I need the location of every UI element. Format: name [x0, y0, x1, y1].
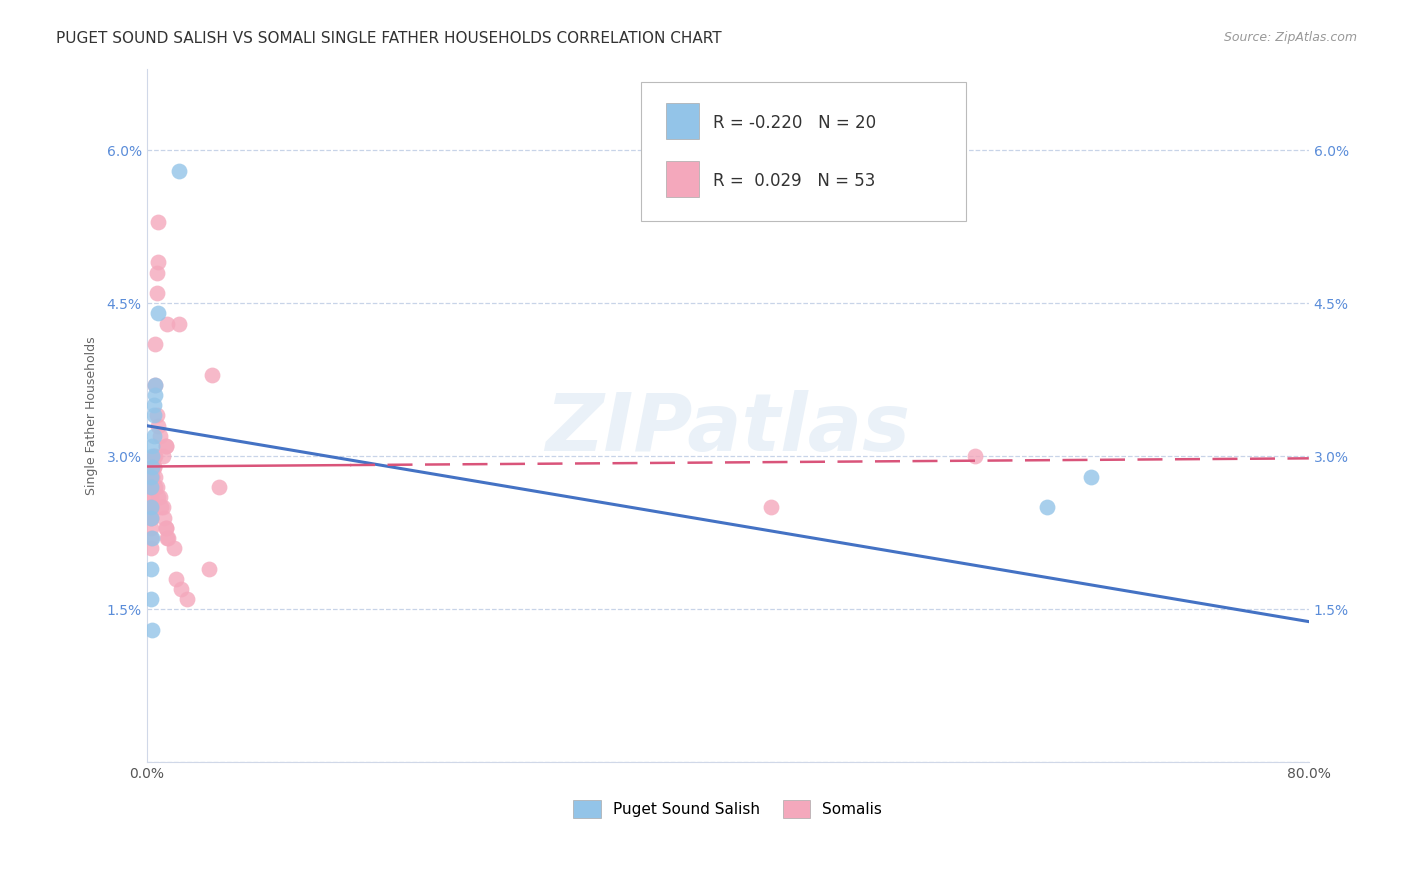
Point [146, 285, 169, 300]
Point [141, 439, 163, 453]
Point [157, 531, 180, 545]
Text: Source: ZipAtlas.com: Source: ZipAtlas.com [1223, 31, 1357, 45]
Point [148, 214, 170, 228]
Point [143, 377, 166, 392]
Text: PUGET SOUND SALISH VS SOMALI SINGLE FATHER HOUSEHOLDS CORRELATION CHART: PUGET SOUND SALISH VS SOMALI SINGLE FATH… [56, 31, 721, 46]
FancyBboxPatch shape [641, 82, 966, 221]
Point [155, 439, 177, 453]
Bar [666, 103, 699, 139]
Point [139, 510, 162, 524]
Y-axis label: Single Father Households: Single Father Households [86, 336, 98, 495]
Point [139, 510, 162, 524]
Point [141, 450, 163, 464]
Point [141, 459, 163, 474]
Point [150, 500, 173, 515]
Point [1080, 469, 1102, 483]
Point [141, 469, 163, 483]
Point [148, 418, 170, 433]
Legend: Puget Sound Salish, Somalis: Puget Sound Salish, Somalis [567, 794, 889, 824]
Point [139, 510, 162, 524]
Point [141, 459, 163, 474]
Point [139, 480, 162, 494]
Point [152, 450, 174, 464]
Point [141, 531, 163, 545]
Point [165, 572, 187, 586]
Point [139, 561, 162, 575]
Point [163, 541, 186, 556]
Point [156, 317, 179, 331]
Point [139, 469, 162, 483]
Point [143, 388, 166, 402]
Point [142, 409, 165, 423]
Point [139, 500, 162, 515]
Point [167, 317, 190, 331]
Point [139, 490, 162, 504]
Point [139, 592, 162, 607]
Point [139, 490, 162, 504]
Point [141, 469, 163, 483]
Text: R =  0.029   N = 53: R = 0.029 N = 53 [713, 172, 875, 190]
Point [143, 337, 166, 351]
Point [170, 582, 193, 596]
Point [156, 531, 179, 545]
Point [142, 429, 165, 443]
Bar [666, 161, 699, 197]
Point [143, 450, 166, 464]
Point [142, 398, 165, 412]
Point [208, 480, 231, 494]
Point [146, 480, 169, 494]
Point [153, 510, 176, 524]
Point [139, 531, 162, 545]
Point [139, 480, 162, 494]
Point [146, 409, 169, 423]
Point [139, 521, 162, 535]
Point [201, 368, 224, 382]
Point [139, 500, 162, 515]
Point [198, 561, 221, 575]
Point [148, 490, 170, 504]
Point [142, 459, 165, 474]
Point [139, 500, 162, 515]
Point [155, 521, 177, 535]
Text: R = -0.220   N = 20: R = -0.220 N = 20 [713, 113, 876, 132]
Point [141, 623, 163, 637]
Point [148, 306, 170, 320]
Point [146, 266, 169, 280]
Point [143, 469, 166, 483]
Point [148, 255, 170, 269]
Point [155, 439, 177, 453]
Point [176, 592, 198, 607]
Point [143, 377, 166, 392]
Point [149, 429, 172, 443]
Point [142, 450, 165, 464]
Point [143, 480, 166, 494]
Point [152, 500, 174, 515]
Point [167, 163, 190, 178]
Point [142, 459, 165, 474]
Point [761, 500, 783, 515]
Point [139, 541, 162, 556]
Point [155, 521, 177, 535]
Point [1036, 500, 1059, 515]
Point [139, 480, 162, 494]
Point [149, 490, 172, 504]
Point [963, 450, 986, 464]
Text: ZIPatlas: ZIPatlas [546, 391, 910, 468]
